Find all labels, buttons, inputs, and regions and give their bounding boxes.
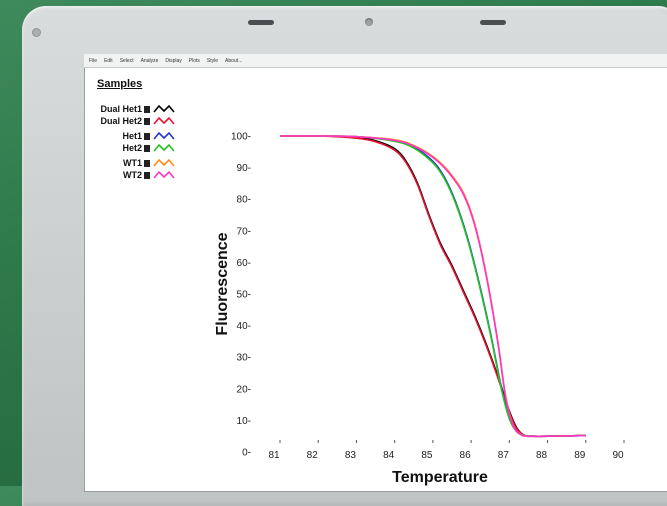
x-tick-label: 85 — [421, 450, 433, 461]
y-tick-label: 40- — [237, 321, 251, 332]
x-tick-label: 88 — [536, 450, 548, 461]
legend-item: Het1 — [84, 130, 175, 142]
series-line-1 — [279, 135, 586, 438]
legend-item-label: Het2 — [122, 143, 142, 153]
samples-title: Samples — [97, 78, 143, 90]
y-tick-label: 20- — [237, 384, 251, 395]
x-axis-title: Temperature — [392, 469, 488, 486]
app-window: File Edit Select Analyze Display Plots S… — [84, 54, 667, 492]
menu-bar: File Edit Select Analyze Display Plots S… — [84, 54, 667, 68]
x-tick-label: 84 — [383, 450, 395, 461]
menu-style[interactable]: Style — [206, 57, 219, 64]
x-tick-label: 86 — [460, 450, 472, 461]
legend-swatch-icon — [153, 143, 175, 152]
menu-file[interactable]: File — [89, 57, 98, 64]
menu-select[interactable]: Select — [119, 57, 134, 64]
legend-swatch-icon — [153, 131, 175, 140]
legend-item-label: Het1 — [122, 131, 142, 141]
legend-item: Dual Het2 — [84, 115, 175, 127]
x-tick-label: 82 — [307, 450, 319, 461]
legend-item: Dual Het1 — [84, 103, 175, 115]
x-tick-label: 89 — [574, 450, 586, 461]
series-line-0 — [279, 135, 586, 438]
power-led — [365, 18, 373, 26]
legend-swatch-icon — [153, 104, 175, 113]
y-tick-label: 0- — [242, 448, 251, 459]
legend-visibility-checkbox[interactable] — [144, 171, 150, 179]
series-line-4 — [279, 135, 586, 438]
y-tick-label: 60- — [237, 258, 251, 269]
legend-item-label: WT2 — [123, 170, 142, 180]
y-tick-label: 30- — [237, 353, 251, 364]
series-line-2 — [279, 135, 586, 438]
y-tick-label: 50- — [237, 290, 251, 301]
legend-swatch-icon — [153, 116, 175, 125]
x-tick-label: 83 — [345, 450, 357, 461]
bezel-latch-right — [480, 20, 506, 25]
legend-swatch-icon — [153, 170, 175, 179]
legend-visibility-checkbox[interactable] — [144, 117, 150, 125]
y-tick-label: 70- — [237, 226, 251, 237]
menu-analyze[interactable]: Analyze — [140, 57, 159, 64]
legend-swatch-icon — [153, 158, 175, 167]
y-tick-label: 90- — [237, 163, 251, 174]
menu-edit[interactable]: Edit — [104, 57, 113, 64]
x-tick-label: 90 — [612, 450, 624, 461]
legend-item-label: Dual Het1 — [100, 104, 142, 114]
y-tick-label: 80- — [237, 195, 251, 206]
y-tick-label: 10- — [237, 416, 251, 427]
series-line-5 — [279, 135, 586, 438]
bezel-screw — [32, 28, 41, 37]
legend-visibility-checkbox[interactable] — [144, 132, 150, 140]
menu-plots[interactable]: Plots — [188, 57, 200, 64]
series-line-3 — [279, 135, 586, 438]
legend-item: Het2 — [84, 142, 175, 154]
y-tick-label: 100- — [231, 132, 251, 143]
x-tick-label: 87 — [498, 450, 510, 461]
menu-display[interactable]: Display — [165, 57, 182, 64]
legend-visibility-checkbox[interactable] — [144, 105, 150, 113]
monitor-bezel: File Edit Select Analyze Display Plots S… — [22, 6, 667, 506]
legend-item-label: WT1 — [123, 158, 142, 168]
legend-visibility-checkbox[interactable] — [144, 159, 150, 167]
legend-item: WT1 — [84, 157, 175, 169]
menu-about[interactable]: About... — [225, 57, 243, 64]
legend-visibility-checkbox[interactable] — [144, 144, 150, 152]
melt-curve-chart: 0- 10- 20- 30- 40- 50- 60- 70- 80- 90- 100- 81 82 83 8… — [214, 132, 625, 486]
bezel-latch-left — [248, 20, 274, 25]
legend-item-label: Dual Het2 — [100, 116, 142, 126]
legend-item: WT2 — [84, 169, 175, 181]
x-tick-label: 81 — [268, 450, 280, 461]
y-axis-title: Fluorescence — [214, 232, 231, 335]
